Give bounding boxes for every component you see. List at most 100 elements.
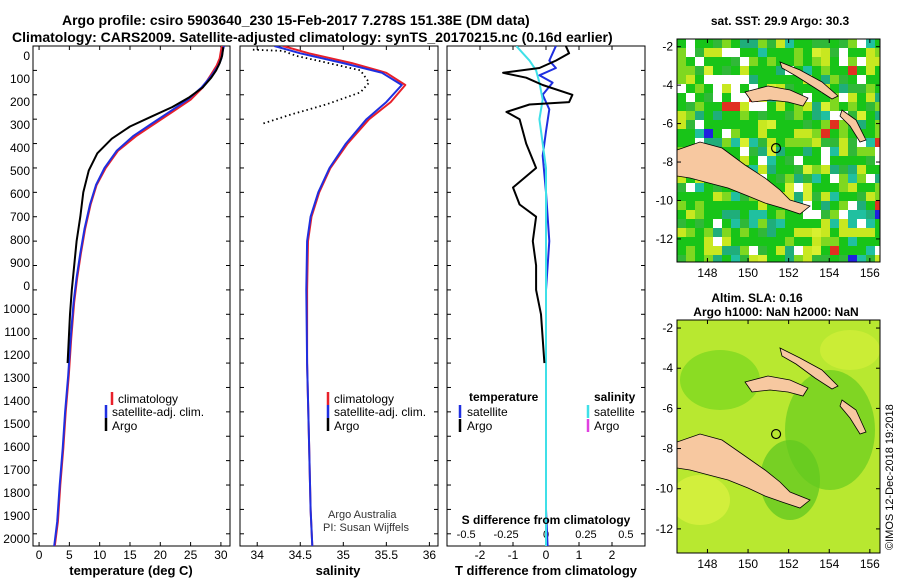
sst-map-cell	[713, 84, 722, 93]
sst-map-cell	[848, 147, 857, 156]
sst-map-cell	[776, 39, 785, 48]
salinity-axes	[239, 45, 439, 547]
sst-map-cell	[839, 75, 848, 84]
sst-map-cell	[731, 219, 740, 228]
sst-map-cell	[821, 201, 830, 210]
sst-map-cell	[857, 111, 866, 120]
depth-tick-label: 800	[10, 233, 30, 247]
sst-map-cell	[722, 129, 731, 138]
sst-map-cell	[677, 255, 686, 262]
sst-map-cell	[830, 219, 839, 228]
sst-map-cell	[749, 210, 758, 219]
sst-map-cell	[758, 138, 767, 147]
sst-map-cell	[839, 228, 848, 237]
salinity-tick-label: 35.5	[375, 548, 399, 562]
sst-map-cell	[731, 84, 740, 93]
temperature-tick-label: 20	[154, 548, 168, 562]
sst-map-cell	[677, 201, 686, 210]
sst-map-cell	[875, 192, 880, 201]
map-lat-tick-label: -8	[662, 442, 673, 456]
depth-tick-label: 0	[23, 49, 30, 63]
sst-map-cell	[785, 39, 794, 48]
series-line-argo	[66, 47, 225, 364]
sst-map-cell	[848, 111, 857, 120]
sst-map-cell	[677, 120, 686, 129]
sst-land-new-ireland	[779, 61, 839, 100]
sla-land-new-britain	[744, 375, 809, 397]
sst-map-cell	[821, 75, 830, 84]
sst-map-cell	[803, 102, 812, 111]
salinity-tick-label: 35	[337, 548, 351, 562]
sst-map-cell	[839, 120, 848, 129]
sst-map-cell	[857, 192, 866, 201]
sst-map-cell	[812, 48, 821, 57]
sst-map-cell	[821, 48, 830, 57]
s-difference-tick-label: -0.5	[457, 529, 476, 541]
sst-map-cell	[686, 246, 695, 255]
map-lon-tick-label: 150	[738, 557, 758, 571]
sst-map-cell	[821, 57, 830, 66]
sla-field-blob-1	[680, 350, 760, 410]
sst-map-cell	[875, 57, 880, 66]
sst-map-cell	[839, 165, 848, 174]
legend-title-temperature: temperature	[469, 390, 539, 404]
sst-map-cell	[866, 219, 875, 228]
sst-map-cell	[776, 246, 785, 255]
sst-map-cell	[866, 57, 875, 66]
sst-map-cell	[713, 183, 722, 192]
map-lon-tick-label: 152	[779, 266, 799, 280]
sst-map-cell	[821, 210, 830, 219]
sst-map-cell	[776, 102, 785, 111]
sst-map-cell	[740, 75, 749, 84]
sst-map-cell	[794, 192, 803, 201]
depth-tick-label: 1200	[3, 348, 30, 362]
sst-map-cell	[704, 93, 713, 102]
depth-tick-label: 2000	[3, 532, 30, 546]
salinity-tick-label: 34.5	[289, 548, 313, 562]
salinity-panel: 34 34.5 35 35.5 36 salinity climatology sate…	[239, 45, 439, 578]
depth-tick-label: 600	[10, 187, 30, 201]
sst-map-cell	[713, 93, 722, 102]
sst-map-cell	[821, 102, 830, 111]
sst-map-cell	[758, 165, 767, 174]
sst-map-cell	[695, 48, 704, 57]
sst-map-cell	[767, 57, 776, 66]
salinity-legend: climatology satellite-adj. clim. Argo	[326, 392, 426, 433]
sst-map-cell	[722, 102, 731, 111]
map-lon-tick-label: 150	[738, 266, 758, 280]
sst-map-cell	[866, 84, 875, 93]
sst-map-cell	[848, 210, 857, 219]
t-legend-label-satellite: satellite	[467, 405, 508, 419]
map-lon-tick-label: 156	[860, 266, 880, 280]
sst-map-cell	[830, 246, 839, 255]
sst-map-cell	[812, 246, 821, 255]
sst-map-cell	[830, 102, 839, 111]
salinity-tick-labels: 34 34.5 35 35.5 36	[251, 46, 437, 562]
sst-map-cell	[740, 138, 749, 147]
sst-map-cell	[758, 111, 767, 120]
sst-land-new-guinea	[677, 141, 811, 215]
sla-map-panel: Altim. SLA: 0.16 Argo h1000: NaN h2000: …	[656, 291, 881, 571]
depth-tick-label: 700	[10, 210, 30, 224]
sst-map-cell	[722, 210, 731, 219]
sst-map-cell	[758, 219, 767, 228]
map-lat-tick-label: -2	[662, 321, 673, 335]
salinity-tick-label: 36	[423, 548, 437, 562]
sst-map-cell	[731, 129, 740, 138]
sst-map-cell	[713, 228, 722, 237]
sst-map-cell	[713, 111, 722, 120]
sst-map-cell	[821, 129, 830, 138]
sst-map-cell	[821, 228, 830, 237]
legend-label-satellite: satellite-adj. clim.	[112, 405, 204, 419]
sst-map-cell	[686, 102, 695, 111]
sst-map-cell	[803, 66, 812, 75]
sst-map-cell	[767, 219, 776, 228]
depth-tick-label: 1000	[3, 302, 30, 316]
sst-map-cell	[812, 210, 821, 219]
sst-map-cell	[713, 75, 722, 84]
sst-map-cell	[704, 48, 713, 57]
sst-map-cell	[848, 57, 857, 66]
map-lat-tick-label: -2	[662, 40, 673, 54]
t-difference-tick-label: 1	[576, 548, 583, 562]
sst-land-new-britain	[744, 85, 809, 107]
